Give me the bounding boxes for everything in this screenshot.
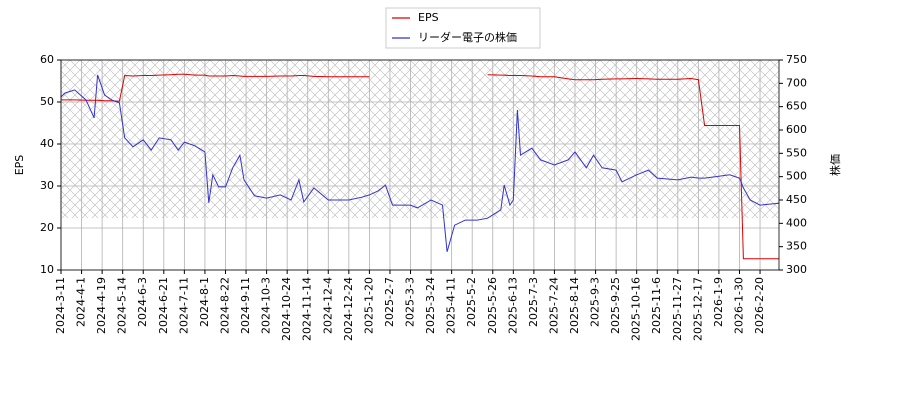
x-tick-label: 2024-10-24 bbox=[280, 277, 293, 341]
plot-frame bbox=[60, 59, 780, 271]
y2-tick-label: 300 bbox=[786, 263, 807, 276]
y2-tick-label: 500 bbox=[786, 170, 807, 183]
y2-tick-label: 550 bbox=[786, 146, 807, 159]
x-tick-label: 2025-3-3 bbox=[404, 277, 417, 327]
legend-label: リーダー電子の株価 bbox=[418, 30, 517, 44]
x-tick-label: 2026-2-20 bbox=[753, 277, 766, 334]
y-tick-label: 50 bbox=[40, 95, 54, 108]
x-tick-label: 2025-6-13 bbox=[506, 277, 519, 334]
x-tick-label: 2026-1-9 bbox=[712, 277, 725, 327]
y2-axis-label: 株価 bbox=[828, 154, 842, 176]
y2-tick-label: 750 bbox=[786, 53, 807, 66]
x-tick-label: 2024-3-11 bbox=[54, 277, 67, 334]
x-tick-label: 2025-5-26 bbox=[486, 277, 499, 334]
legend bbox=[385, 7, 541, 49]
legend-box bbox=[385, 7, 541, 49]
x-tick-label: 2024-4-19 bbox=[95, 277, 108, 334]
x-tick-label: 2024-12-24 bbox=[342, 277, 355, 341]
x-tick-label: 2025-7-24 bbox=[547, 277, 560, 334]
x-tick-label: 2024-8-1 bbox=[198, 277, 211, 327]
y-tick-label: 60 bbox=[40, 53, 54, 66]
legend-label: EPS bbox=[418, 11, 439, 24]
x-tick-label: 2025-2-7 bbox=[383, 277, 396, 327]
x-tick-label: 2025-11-6 bbox=[650, 277, 663, 334]
y2-tick-label: 650 bbox=[786, 100, 807, 113]
y-tick-label: 20 bbox=[40, 221, 54, 234]
y2-tick-label: 400 bbox=[786, 216, 807, 229]
x-tick-label: 2025-4-11 bbox=[445, 277, 458, 334]
x-tick-label: 2024-9-11 bbox=[239, 277, 252, 334]
lines bbox=[60, 73, 780, 260]
x-tick-label: 2025-9-3 bbox=[589, 277, 602, 327]
x-tick-label: 2025-1-20 bbox=[362, 277, 375, 334]
x-tick-label: 2024-5-14 bbox=[116, 277, 129, 334]
x-tick-label: 2025-12-17 bbox=[691, 277, 704, 341]
y-tick-label: 30 bbox=[40, 179, 54, 192]
x-tick-label: 2025-3-24 bbox=[424, 277, 437, 334]
x-tick-label: 2026-1-30 bbox=[732, 277, 745, 334]
series-line bbox=[61, 73, 779, 260]
x-tick-label: 2024-8-22 bbox=[218, 277, 231, 334]
x-tick-label: 2025-11-27 bbox=[671, 277, 684, 341]
x-tick-label: 2024-6-21 bbox=[157, 277, 170, 334]
x-tick-label: 2024-11-14 bbox=[301, 277, 314, 341]
y-tick-label: 10 bbox=[40, 263, 54, 276]
y2-tick-label: 700 bbox=[786, 76, 807, 89]
y2-tick-label: 600 bbox=[786, 123, 807, 136]
x-tick-label: 2024-10-3 bbox=[260, 277, 273, 334]
x-tick-label: 2025-9-25 bbox=[609, 277, 622, 334]
x-tick-label: 2025-8-14 bbox=[568, 277, 581, 334]
x-tick-label: 2025-10-16 bbox=[630, 277, 643, 341]
y-tick-label: 40 bbox=[40, 137, 54, 150]
y-axis-label: EPS bbox=[13, 155, 26, 176]
x-tick-label: 2024-4-1 bbox=[75, 277, 88, 327]
series-line bbox=[60, 74, 780, 252]
x-tick-label: 2025-7-3 bbox=[527, 277, 540, 327]
x-tick-label: 2024-12-4 bbox=[321, 277, 334, 334]
hatch-band bbox=[61, 60, 779, 218]
y2-tick-label: 450 bbox=[786, 193, 807, 206]
x-tick-label: 2024-6-3 bbox=[136, 277, 149, 327]
x-tick-label: 2024-7-11 bbox=[177, 277, 190, 334]
x-tick-label: 2025-5-2 bbox=[465, 277, 478, 327]
y2-tick-label: 350 bbox=[786, 240, 807, 253]
